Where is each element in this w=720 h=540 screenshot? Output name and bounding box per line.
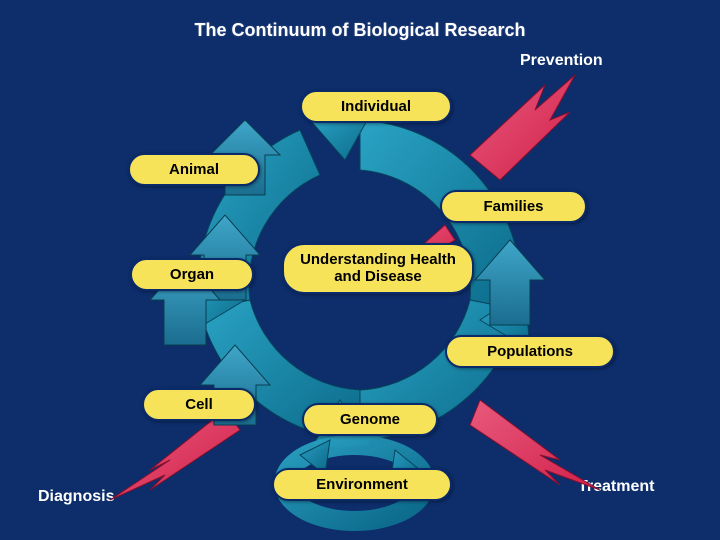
node-individual: Individual [300, 90, 452, 123]
node-cell: Cell [142, 388, 256, 421]
node-genome: Genome [302, 403, 438, 436]
node-environment: Environment [272, 468, 452, 501]
node-families: Families [440, 190, 587, 223]
node-organ: Organ [130, 258, 254, 291]
node-animal: Animal [128, 153, 260, 186]
node-center: Understanding Health and Disease [282, 243, 474, 294]
node-populations: Populations [445, 335, 615, 368]
